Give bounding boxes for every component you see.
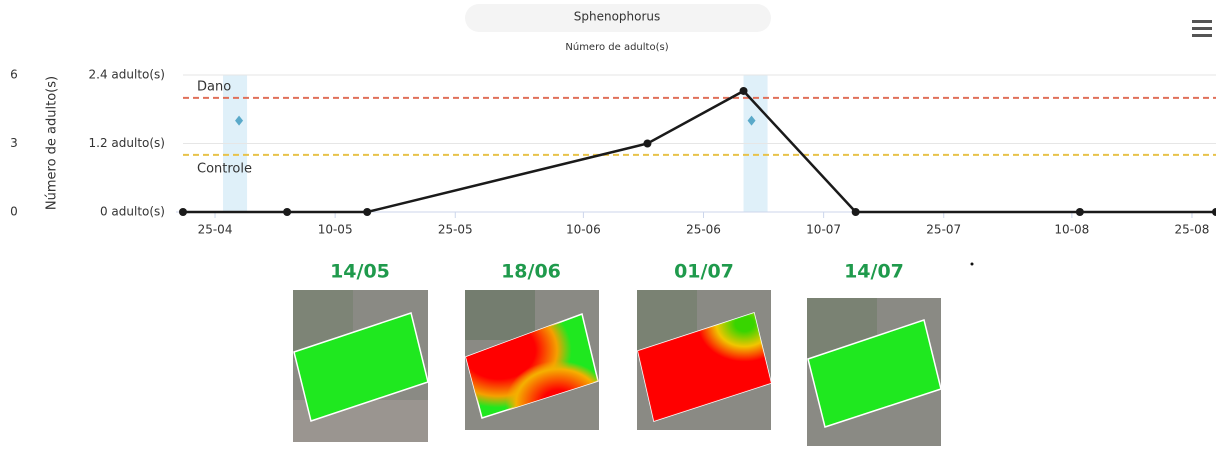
x-tick-label: 25-05 — [438, 223, 473, 237]
y-tick-label: 0 adulto(s) — [100, 205, 165, 219]
x-tick-label: 10-06 — [566, 223, 601, 237]
snapshot — [807, 298, 942, 446]
y2-tick-label: 6 — [10, 68, 18, 82]
point — [179, 208, 187, 216]
snapshot — [465, 290, 599, 430]
point — [363, 208, 372, 216]
speck — [970, 262, 974, 266]
point — [739, 86, 748, 95]
snapshot-label: 14/07 — [844, 261, 904, 283]
point — [1075, 208, 1084, 216]
point — [283, 208, 292, 216]
x-tick-label: 25-08 — [1175, 223, 1210, 237]
y-tick-label: 2.4 adulto(s) — [89, 68, 165, 82]
x-tick-label: 25-04 — [198, 223, 233, 237]
chart-subtitle: Número de adulto(s) — [565, 41, 668, 53]
y-tick-label: 1.2 adulto(s) — [89, 136, 165, 150]
point — [1212, 208, 1216, 216]
x-tick-label: 25-07 — [926, 223, 961, 237]
menu-icon[interactable] — [1192, 20, 1212, 37]
snapshot-label: 01/07 — [674, 261, 734, 283]
x-tick-label: 25-06 — [686, 223, 721, 237]
snapshot — [637, 290, 772, 430]
x-tick-label: 10-07 — [806, 223, 841, 237]
y2-axis-label: Número de adulto(s) — [45, 76, 60, 210]
x-tick-label: 10-05 — [318, 223, 353, 237]
point — [851, 208, 860, 216]
threshold-label: Controle — [197, 161, 252, 176]
y2-tick-label: 3 — [10, 136, 18, 150]
marker — [747, 115, 756, 126]
snapshot-label: 18/06 — [501, 261, 561, 283]
series-line — [183, 89, 1216, 214]
threshold-label: Dano — [197, 79, 231, 94]
marker — [235, 115, 244, 126]
title-pill — [465, 4, 771, 32]
snapshot-label: 14/05 — [330, 261, 390, 283]
snapshot — [293, 290, 429, 442]
point — [643, 139, 652, 148]
x-tick-label: 10-08 — [1054, 223, 1089, 237]
chart-title: Sphenophorus — [574, 10, 661, 24]
y2-tick-label: 0 — [10, 205, 18, 219]
